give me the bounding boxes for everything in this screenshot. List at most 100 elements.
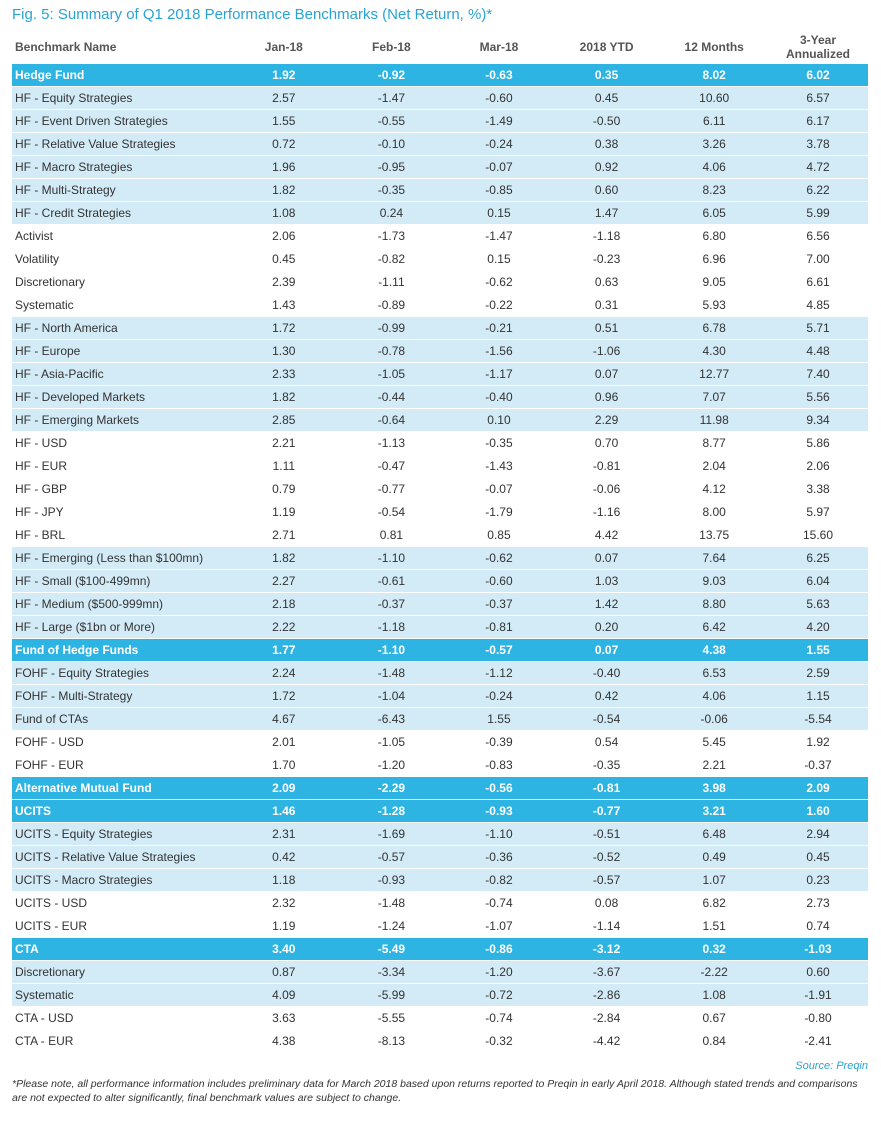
value-cell: 0.51 bbox=[552, 317, 661, 340]
value-cell: 6.11 bbox=[660, 110, 768, 133]
value-cell: -1.17 bbox=[445, 363, 553, 386]
value-cell: 1.08 bbox=[660, 984, 768, 1007]
value-cell: -1.04 bbox=[337, 685, 446, 708]
value-cell: 1.92 bbox=[230, 64, 338, 87]
value-cell: 6.42 bbox=[660, 616, 768, 639]
value-cell: -0.61 bbox=[337, 570, 446, 593]
value-cell: 8.80 bbox=[660, 593, 768, 616]
value-cell: -4.42 bbox=[552, 1030, 661, 1053]
value-cell: -0.56 bbox=[445, 777, 553, 800]
value-cell: 1.42 bbox=[552, 593, 661, 616]
table-row: FOHF - Equity Strategies 2.24 -1.48 -1.12 -0… bbox=[12, 662, 868, 685]
benchmark-name-cell: HF - JPY bbox=[12, 501, 230, 524]
value-cell: -5.99 bbox=[337, 984, 446, 1007]
value-cell: -0.60 bbox=[445, 87, 553, 110]
table-row: Systematic 1.43 -0.89 -0.22 0.31 5.93 4.85 bbox=[12, 294, 868, 317]
value-cell: 3.40 bbox=[230, 938, 338, 961]
value-cell: -2.86 bbox=[552, 984, 661, 1007]
value-cell: -0.82 bbox=[337, 248, 446, 271]
value-cell: -1.07 bbox=[445, 915, 553, 938]
value-cell: 4.06 bbox=[660, 156, 768, 179]
value-cell: 6.57 bbox=[768, 87, 868, 110]
value-cell: -3.67 bbox=[552, 961, 661, 984]
value-cell: -0.93 bbox=[337, 869, 446, 892]
value-cell: 2.32 bbox=[230, 892, 338, 915]
value-cell: -1.11 bbox=[337, 271, 446, 294]
benchmark-name-cell: Volatility bbox=[12, 248, 230, 271]
benchmark-name-cell: HF - BRL bbox=[12, 524, 230, 547]
value-cell: 0.45 bbox=[768, 846, 868, 869]
value-cell: 8.00 bbox=[660, 501, 768, 524]
value-cell: 2.39 bbox=[230, 271, 338, 294]
table-row: HF - GBP 0.79 -0.77 -0.07 -0.06 4.12 3.38 bbox=[12, 478, 868, 501]
table-row: UCITS - Macro Strategies 1.18 -0.93 -0.82 -0… bbox=[12, 869, 868, 892]
value-cell: 2.22 bbox=[230, 616, 338, 639]
value-cell: 0.72 bbox=[230, 133, 338, 156]
value-cell: 0.45 bbox=[230, 248, 338, 271]
value-cell: -1.49 bbox=[445, 110, 553, 133]
benchmark-name-cell: UCITS - Equity Strategies bbox=[12, 823, 230, 846]
table-row: Systematic 4.09 -5.99 -0.72 -2.86 1.08 -1.91 bbox=[12, 984, 868, 1007]
value-cell: 4.67 bbox=[230, 708, 338, 731]
table-row: HF - Large ($1bn or More) 2.22 -1.18 -0.81 0… bbox=[12, 616, 868, 639]
value-cell: -0.37 bbox=[445, 593, 553, 616]
value-cell: -5.49 bbox=[337, 938, 446, 961]
value-cell: -0.51 bbox=[552, 823, 661, 846]
table-row: Discretionary 0.87 -3.34 -1.20 -3.67 -2.22 0.6… bbox=[12, 961, 868, 984]
value-cell: 2.57 bbox=[230, 87, 338, 110]
value-cell: 0.85 bbox=[445, 524, 553, 547]
benchmark-name-cell: HF - Emerging Markets bbox=[12, 409, 230, 432]
value-cell: -0.35 bbox=[552, 754, 661, 777]
column-header-feb: Feb-18 bbox=[372, 40, 411, 54]
value-cell: -1.18 bbox=[552, 225, 661, 248]
value-cell: -0.63 bbox=[445, 64, 553, 87]
value-cell: 13.75 bbox=[660, 524, 768, 547]
source-note: Source: Preqin bbox=[795, 1060, 868, 1072]
value-cell: 0.07 bbox=[552, 547, 661, 570]
value-cell: 2.29 bbox=[552, 409, 661, 432]
value-cell: -0.36 bbox=[445, 846, 553, 869]
value-cell: -1.47 bbox=[337, 87, 446, 110]
value-cell: 2.73 bbox=[768, 892, 868, 915]
value-cell: 6.78 bbox=[660, 317, 768, 340]
benchmark-name-cell: HF - Medium ($500-999mn) bbox=[12, 593, 230, 616]
value-cell: -0.57 bbox=[445, 639, 553, 662]
value-cell: 7.64 bbox=[660, 547, 768, 570]
value-cell: 1.18 bbox=[230, 869, 338, 892]
value-cell: -2.29 bbox=[337, 777, 446, 800]
table-row: HF - Emerging Markets 2.85 -0.64 0.10 2.29 11… bbox=[12, 409, 868, 432]
value-cell: -0.77 bbox=[337, 478, 446, 501]
value-cell: 1.55 bbox=[230, 110, 338, 133]
benchmark-name-cell: UCITS - Relative Value Strategies bbox=[12, 846, 230, 869]
value-cell: 0.67 bbox=[660, 1007, 768, 1030]
value-cell: 7.07 bbox=[660, 386, 768, 409]
value-cell: -0.47 bbox=[337, 455, 446, 478]
value-cell: -1.48 bbox=[337, 892, 446, 915]
value-cell: -0.99 bbox=[337, 317, 446, 340]
value-cell: -0.50 bbox=[552, 110, 661, 133]
value-cell: -0.81 bbox=[445, 616, 553, 639]
value-cell: 2.24 bbox=[230, 662, 338, 685]
value-cell: 11.98 bbox=[660, 409, 768, 432]
value-cell: -2.84 bbox=[552, 1007, 661, 1030]
value-cell: 1.82 bbox=[230, 547, 338, 570]
table-row: HF - Macro Strategies 1.96 -0.95 -0.07 0.92 4… bbox=[12, 156, 868, 179]
value-cell: 9.05 bbox=[660, 271, 768, 294]
benchmark-name-cell: HF - Asia-Pacific bbox=[12, 363, 230, 386]
table-row: FOHF - Multi-Strategy 1.72 -1.04 -0.24 0.42 4… bbox=[12, 685, 868, 708]
value-cell: 2.01 bbox=[230, 731, 338, 754]
table-row: HF - Equity Strategies 2.57 -1.47 -0.60 0.45… bbox=[12, 87, 868, 110]
value-cell: -0.40 bbox=[445, 386, 553, 409]
value-cell: 1.96 bbox=[230, 156, 338, 179]
value-cell: 0.60 bbox=[768, 961, 868, 984]
value-cell: 5.93 bbox=[660, 294, 768, 317]
benchmark-name-cell: HF - Equity Strategies bbox=[12, 87, 230, 110]
benchmark-name-cell: Hedge Fund bbox=[12, 64, 230, 87]
table-row: UCITS - USD 2.32 -1.48 -0.74 0.08 6.82 2.73 bbox=[12, 892, 868, 915]
value-cell: -1.03 bbox=[768, 938, 868, 961]
value-cell: 1.03 bbox=[552, 570, 661, 593]
value-cell: -0.07 bbox=[445, 478, 553, 501]
value-cell: -3.34 bbox=[337, 961, 446, 984]
value-cell: 0.15 bbox=[445, 202, 553, 225]
value-cell: 3.98 bbox=[660, 777, 768, 800]
